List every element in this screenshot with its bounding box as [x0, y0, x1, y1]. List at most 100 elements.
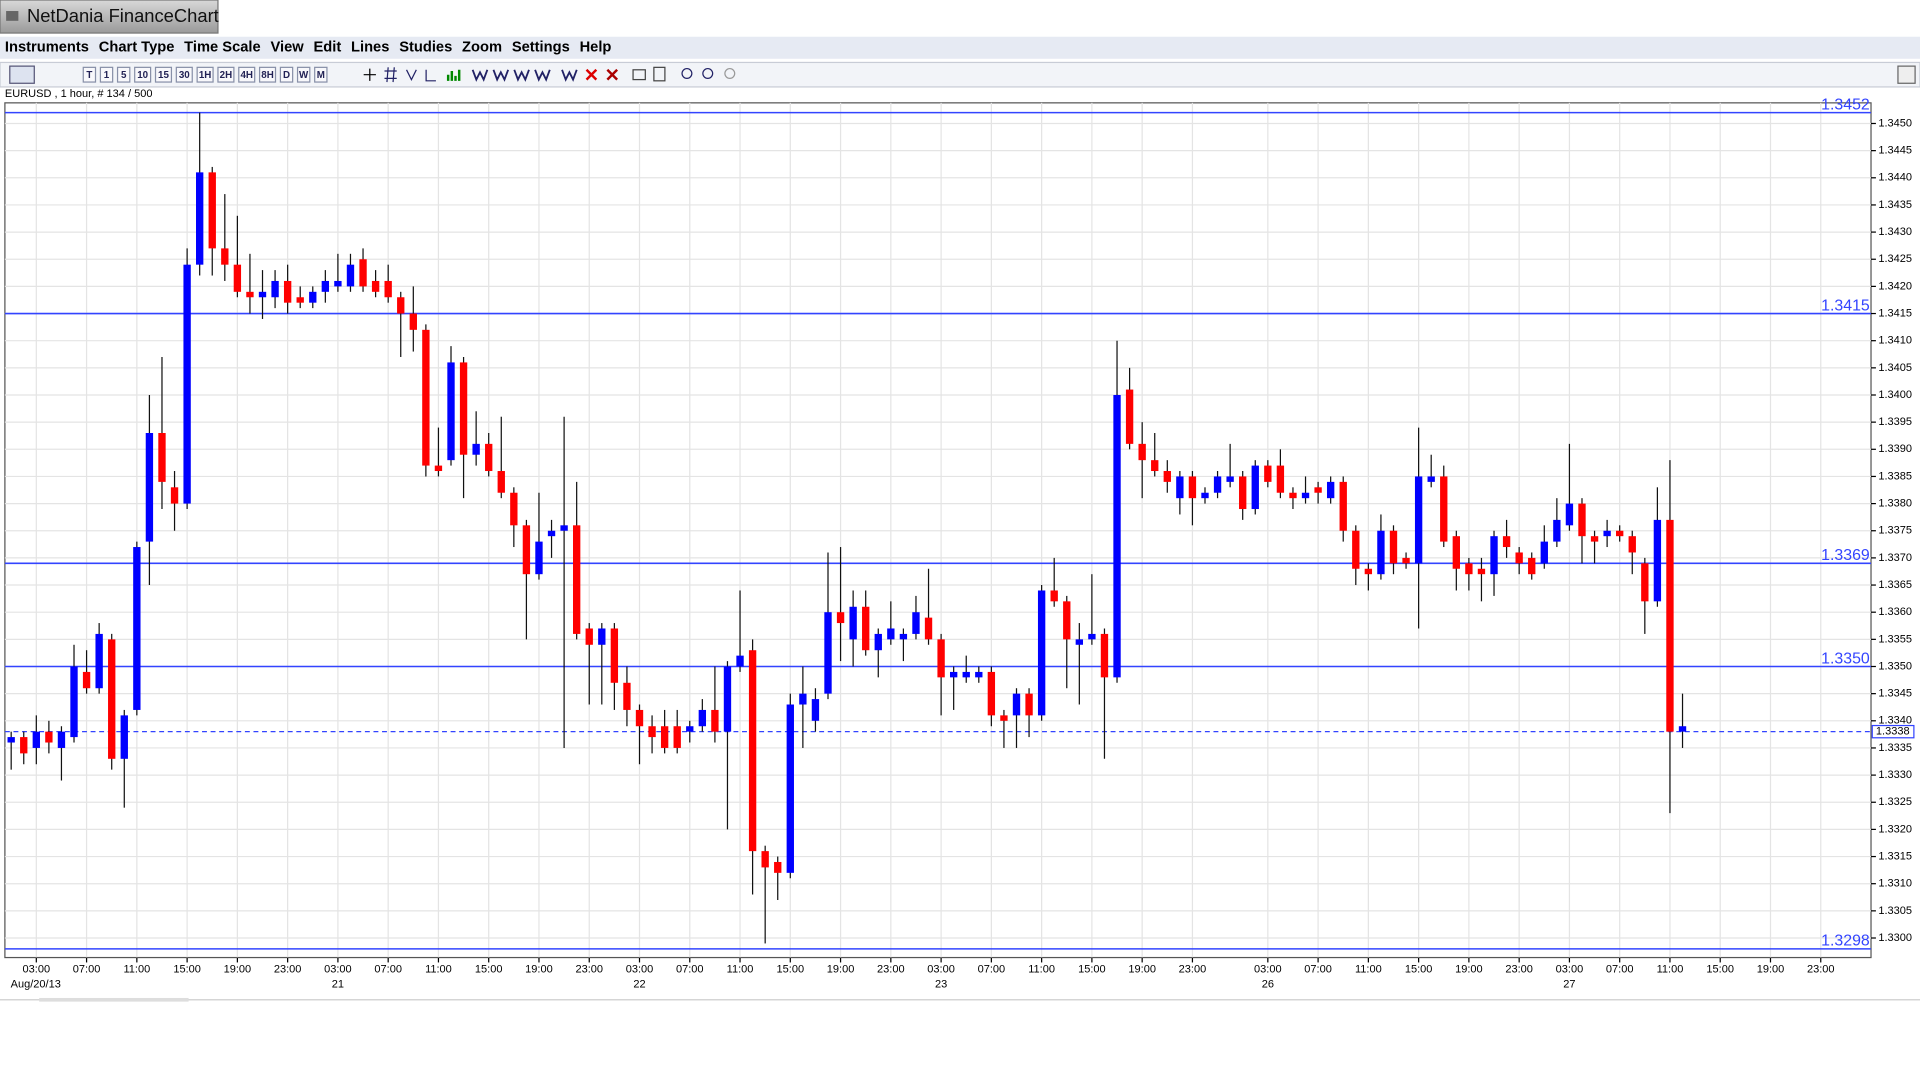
menu-item[interactable]: View	[270, 40, 304, 56]
timescale-button[interactable]	[217, 66, 235, 83]
timescale-button[interactable]	[238, 66, 256, 83]
chart-type-button[interactable]	[9, 65, 35, 84]
x-tick-label: 15:00	[1706, 964, 1734, 976]
volume-icon[interactable]	[446, 69, 461, 81]
x-tick-label: 07:00	[1606, 964, 1634, 976]
timescale-button[interactable]	[82, 66, 97, 83]
delete-icon[interactable]	[585, 68, 598, 81]
x-tick-label: 23:00	[575, 964, 603, 976]
x-tick-label: 15:00	[1078, 964, 1106, 976]
menu-item[interactable]: Chart Type	[99, 40, 175, 56]
x-date-label: 21	[332, 978, 344, 990]
timescale-button[interactable]	[154, 66, 173, 83]
print-icon[interactable]	[632, 69, 646, 81]
candle-body	[183, 264, 191, 504]
menu-item[interactable]: Help	[580, 40, 612, 56]
level-label[interactable]: 1.3452	[1821, 96, 1870, 113]
candle-body	[1490, 536, 1498, 575]
menu-item[interactable]: Settings	[512, 40, 570, 56]
timescale-label[interactable]: 5	[121, 70, 127, 81]
last-price-box	[1871, 724, 1915, 739]
candle-body	[862, 606, 870, 651]
app-icon	[6, 11, 19, 21]
x-date-label: 27	[1563, 978, 1575, 990]
candle-body	[1528, 557, 1536, 575]
level-label[interactable]: 1.3369	[1821, 547, 1870, 564]
x-tick-label: 19:00	[1757, 964, 1785, 976]
menu-item[interactable]: Studies	[399, 40, 452, 56]
y-tick-label: 1.3335	[1878, 742, 1912, 754]
timescale-label[interactable]: M	[317, 70, 325, 81]
timescale-label[interactable]: D	[283, 70, 290, 81]
timescale-label[interactable]: 10	[137, 70, 148, 81]
timescale-button[interactable]	[279, 66, 294, 83]
candle-body	[422, 329, 430, 466]
candle-body	[1289, 492, 1297, 499]
menu-item[interactable]: Lines	[351, 40, 389, 56]
candle-body	[1251, 465, 1259, 510]
preview-icon[interactable]	[653, 66, 666, 82]
timescale-button[interactable]	[296, 66, 311, 83]
timescale-label[interactable]: 1H	[199, 70, 212, 81]
timescale-label[interactable]: 2H	[220, 70, 233, 81]
y-tick-label: 1.3300	[1878, 932, 1912, 944]
zoom-out-icon[interactable]	[702, 67, 714, 79]
timescale-button[interactable]	[134, 66, 152, 83]
timescale-label[interactable]: 8H	[261, 70, 274, 81]
zoom-in-icon[interactable]	[681, 67, 693, 79]
candle-body	[1264, 465, 1272, 482]
menu-item[interactable]: Edit	[313, 40, 341, 56]
timescale-label[interactable]: T	[86, 70, 92, 81]
line-tool-icons[interactable]	[471, 69, 578, 82]
zoom-reset-icon[interactable]	[724, 67, 736, 79]
candle-body	[1188, 476, 1197, 499]
timescale-button[interactable]	[196, 66, 214, 83]
menu-item[interactable]: Time Scale	[184, 40, 260, 56]
candle-body	[1553, 519, 1561, 542]
level-label[interactable]: 1.3350	[1821, 650, 1870, 667]
level-label[interactable]: 1.3298	[1821, 933, 1870, 950]
timescale-label[interactable]: 1	[104, 70, 110, 81]
candle-body	[560, 525, 568, 531]
icon[interactable]	[405, 69, 417, 81]
x-tick-label: 07:00	[73, 964, 101, 976]
timescale-button[interactable]	[314, 66, 328, 83]
y-tick-label: 1.3445	[1878, 145, 1912, 157]
timescale-button[interactable]	[175, 66, 193, 83]
level-label[interactable]: 1.3415	[1821, 297, 1870, 314]
candle-body	[635, 709, 644, 727]
candle-body	[133, 547, 141, 710]
icon[interactable]	[425, 69, 436, 82]
panel-button[interactable]	[1897, 65, 1916, 84]
timescale-label[interactable]: 30	[179, 70, 190, 81]
grid-icon[interactable]	[384, 67, 397, 83]
timescale-button[interactable]	[258, 66, 277, 83]
timescale-button[interactable]	[99, 66, 114, 83]
candle-body	[987, 671, 996, 716]
menu-item[interactable]: Instruments	[5, 40, 89, 56]
candle-body	[1565, 503, 1574, 526]
y-tick-label: 1.3400	[1878, 389, 1912, 401]
x-tick-label: 19:00	[224, 964, 252, 976]
candle-body	[899, 633, 908, 640]
timescale-button[interactable]	[116, 66, 131, 83]
x-tick-label: 23:00	[274, 964, 302, 976]
timescale-label[interactable]: W	[299, 70, 309, 81]
x-tick-label: 03:00	[324, 964, 352, 976]
y-tick-label: 1.3310	[1878, 878, 1912, 890]
candle-body	[510, 492, 518, 526]
timescale-label[interactable]: 15	[158, 70, 169, 81]
menu-item[interactable]: Zoom	[462, 40, 502, 56]
crosshair-icon[interactable]	[363, 68, 376, 81]
timescale-label[interactable]: 4H	[240, 70, 253, 81]
scrollbar-thumb[interactable]	[39, 997, 189, 1002]
candle-body	[572, 525, 581, 634]
candle-body	[698, 709, 707, 727]
candle-body	[346, 264, 355, 287]
axes: 1.3300 1.3305 1.3310 1.3315 1.3320 1.3325 1.33…	[11, 117, 1915, 990]
x-tick-label: 19:00	[1128, 964, 1156, 976]
menu: Instruments Chart Type Time Scale View Edit L…	[5, 40, 612, 56]
delete-all-icon[interactable]	[606, 68, 619, 81]
candle-body	[1414, 476, 1423, 564]
